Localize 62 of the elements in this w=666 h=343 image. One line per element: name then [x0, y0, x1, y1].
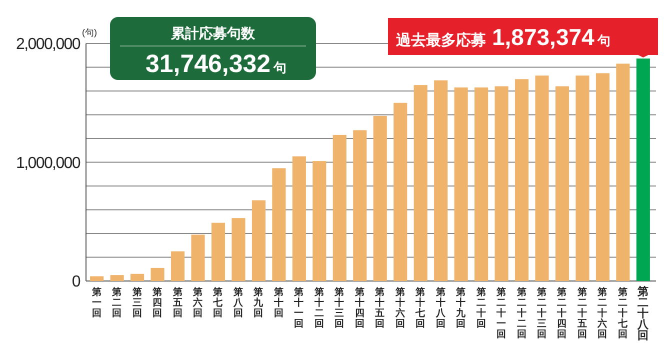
bar: [474, 87, 488, 281]
x-tick-label: 第十一回: [293, 286, 304, 330]
bar: [394, 102, 408, 281]
x-tick-label: 第六回: [192, 286, 203, 319]
x-tick-label: 第十七回: [414, 286, 426, 330]
bar: [90, 276, 104, 281]
y-tick-label: 2,000,000: [16, 36, 81, 54]
x-tick-label: 第七回: [212, 286, 224, 319]
x-tick-label: 第十四回: [354, 286, 365, 330]
bar: [170, 251, 185, 281]
bar: [555, 86, 570, 281]
x-tick-label: 第十六回: [394, 286, 406, 330]
x-tick-label: 第二十五回: [576, 286, 588, 340]
x-tick-label: 第二十四回: [556, 286, 568, 340]
x-tick-label: 第一回: [90, 286, 102, 319]
y-tick-label: 0: [72, 274, 81, 291]
bar: [494, 86, 508, 281]
bar: [434, 80, 448, 281]
bar: [576, 76, 590, 281]
bar: [454, 87, 468, 281]
text: 累計応募句数: [170, 25, 256, 41]
x-tick-label: 第二十二回: [516, 286, 527, 340]
x-tick-label: 第二十一回: [496, 286, 507, 340]
bar: [373, 116, 387, 281]
y-axis-title: (句): [82, 28, 97, 38]
callout-box: 過去最多応募 1,873,374句: [388, 18, 658, 58]
bar: [272, 168, 286, 281]
bar: [232, 218, 246, 281]
x-tick-label: 第十三回: [334, 286, 345, 330]
x-tick-label: 第二十回: [475, 286, 486, 330]
x-tick-label: 第十五回: [374, 286, 386, 330]
x-tick-label: 第十九回: [455, 286, 468, 330]
x-tick-label: 第二回: [111, 286, 122, 319]
bar: [514, 79, 529, 281]
bar: [353, 130, 367, 281]
x-tick-label: 第九回: [252, 286, 265, 319]
bar: [414, 85, 428, 281]
x-tick-label: 第二十六回: [596, 286, 608, 340]
x-tick-label: 第二十八回: [636, 285, 650, 342]
annotation: 過去最多応募 1,873,374句: [395, 24, 610, 50]
bar: [211, 222, 226, 281]
x-tick-label: 第五回: [172, 286, 183, 319]
bar: [616, 64, 630, 281]
x-tick-label: 第二十三回: [536, 286, 547, 340]
x-tick-label: 第二十七回: [616, 286, 628, 340]
x-tick-label: 第十回: [272, 286, 284, 319]
bar: [312, 161, 326, 281]
y-tick-label: 1,000,000: [16, 154, 81, 172]
bar: [292, 156, 306, 281]
x-tick-label: 第四回: [152, 286, 163, 319]
bar: [130, 274, 144, 281]
bar: [252, 200, 266, 281]
bar: [191, 234, 205, 281]
bar: [110, 275, 124, 281]
x-tick-label: 第十二回: [313, 286, 324, 330]
bar: [596, 73, 610, 281]
bar: [332, 134, 346, 281]
x-tick-label: 第十八回: [434, 286, 447, 330]
x-tick-label: 第三回: [131, 286, 142, 319]
x-tick-label: 第八回: [232, 286, 244, 319]
bar: [150, 268, 164, 281]
bar: [535, 76, 549, 281]
